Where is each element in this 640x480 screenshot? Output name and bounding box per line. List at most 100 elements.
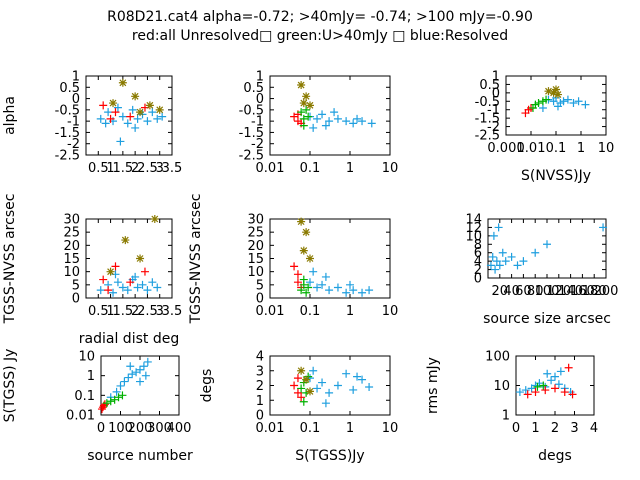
panel8-ytick-label-3: 3 [256, 364, 264, 379]
panel1-point-blue-10 [148, 108, 157, 117]
panel3-xtick-label-1: 0.01 [517, 141, 546, 156]
panel4-point-blue-10 [148, 278, 157, 287]
panel4-point-red-2 [126, 278, 135, 287]
panel4-point-blue-2 [109, 288, 118, 297]
panel1-xtick-label-1: 1 [106, 161, 114, 176]
panel7-point-blue-3 [120, 377, 129, 386]
panel4-point-olive-1 [150, 215, 159, 223]
panel1-point-red-2 [126, 112, 135, 121]
panel2-frame [269, 75, 391, 156]
panel1-ytick-label-7: -2.5 [55, 149, 80, 164]
panel7-ytick-label-2: 0.1 [74, 389, 95, 404]
panel9-point-red-3 [551, 384, 559, 393]
panel3-point-blue-7 [574, 97, 583, 106]
panel9-ytick-label-0: 100 [485, 350, 510, 365]
panel2-point-olive-3 [299, 99, 308, 108]
panel7-point-blue-8 [139, 362, 148, 371]
panel5-ytick-label-6: 30 [247, 213, 264, 228]
panel4-xtick-label-3: 2 [131, 304, 139, 319]
panel2-ytick-label-7: -2.5 [239, 149, 264, 164]
panel7-xtick-label-1: 100 [108, 421, 133, 436]
panel6-xlabel: source size arcsec [483, 311, 611, 327]
panel9-xtick-label-3: 3 [570, 421, 578, 436]
panel3-point-olive-1 [549, 88, 558, 97]
panel2-ytick-label-5: -1.5 [239, 126, 264, 141]
panel1-ytick-label-4: -1 [67, 115, 80, 130]
panel5-point-green-3 [304, 283, 313, 292]
panel3-xtick-label-3: 1 [577, 141, 585, 156]
panel3-point-olive-2 [552, 85, 560, 94]
panel1-ytick-label-1: 0.5 [59, 81, 80, 96]
panel4-xtick-label-5: 3 [156, 304, 164, 319]
panel7-xtick-label-0: 0 [97, 421, 105, 436]
panel5-point-olive-2 [306, 254, 314, 263]
panel5-xtick-label-2: 1 [346, 304, 354, 319]
panel6-xtick-label-3: 80 [527, 284, 544, 299]
panel2-ytick-label-2: 0 [256, 92, 264, 107]
panel6-point-blue-6 [501, 257, 510, 266]
panel5-ytick-label-2: 10 [247, 265, 264, 280]
panel1-xtick-label-5: 3 [156, 161, 164, 176]
panel5-ytick-label-3: 15 [247, 252, 264, 267]
panel3-xtick-label-4: 10 [598, 141, 615, 156]
panel1-point-red-4 [106, 114, 115, 123]
panel1-point-blue-9 [143, 117, 152, 126]
panel6-xtick-label-8: 180 [582, 284, 607, 299]
panel8-point-blue-7 [358, 375, 367, 384]
panel2-point-blue-2 [318, 110, 327, 119]
panel2-point-olive-0 [297, 81, 306, 90]
panel2-xtick-label-2: 1 [346, 161, 354, 176]
panel6-ytick-label-6: 12 [465, 221, 482, 236]
panel6-ytick-label-3: 6 [474, 246, 482, 261]
panel6-xtick-label-1: 40 [503, 284, 520, 299]
panel3-ytick-label-5: -1.5 [475, 112, 500, 127]
panel2-point-blue-4 [333, 114, 342, 123]
panel5-point-blue-11 [346, 280, 354, 289]
panel9-xtick-label-4: 4 [590, 421, 598, 436]
panel8-point-blue-11 [353, 372, 362, 381]
panel6-point-blue-12 [489, 231, 498, 240]
panel2-ytick-label-1: 0.5 [243, 81, 264, 96]
panel2-point-blue-10 [321, 121, 330, 130]
panel1-point-olive-4 [109, 99, 118, 108]
panel3-point-blue-6 [569, 98, 578, 107]
panel1-ytick-label-3: -0.5 [55, 103, 80, 118]
panel2-xtick-label-3: 10 [382, 161, 399, 176]
panel5-point-blue-8 [365, 286, 374, 295]
panel9-point-red-4 [560, 388, 569, 397]
panel2-ytick-label-4: -1 [251, 115, 264, 130]
panel2-point-blue-12 [353, 114, 362, 123]
panel1-point-blue-13 [158, 112, 167, 121]
panel1-point-red-1 [111, 108, 120, 117]
panel9-xtick-label-2: 2 [551, 421, 559, 436]
panel2-point-green-1 [299, 114, 308, 123]
panel3-point-green-2 [534, 98, 543, 107]
panel6-point-blue-11 [543, 240, 551, 249]
panel1-point-blue-0 [96, 114, 105, 123]
panel3-ytick-label-1: 0.5 [479, 78, 500, 93]
panel4-ytick-label-4: 20 [63, 239, 80, 254]
panel1-point-blue-5 [123, 119, 132, 128]
panel1-point-blue-14 [101, 119, 110, 128]
panel1-point-olive-3 [155, 105, 164, 114]
panel6-point-blue-0 [486, 261, 495, 270]
panel8-point-blue-8 [365, 382, 374, 391]
panel4-point-blue-7 [133, 283, 142, 292]
panel2-point-blue-1 [313, 114, 322, 123]
panel6-point-blue-4 [495, 261, 504, 270]
panel4-xtick-label-6: 3.5 [162, 304, 183, 319]
panel5-point-blue-3 [325, 286, 334, 295]
panel7-point-green-0 [102, 399, 111, 408]
panel8-point-blue-9 [321, 399, 330, 408]
panel8-point-red-3 [297, 393, 306, 402]
panel4-point-red-4 [104, 286, 113, 295]
panel2-point-blue-11 [309, 123, 318, 132]
panel8-ytick-label-4: 4 [256, 350, 264, 365]
panel3-point-olive-0 [544, 87, 553, 96]
panel1-point-olive-0 [118, 78, 127, 87]
panel3-point-blue-8 [581, 100, 590, 109]
panel2-ytick-label-6: -2 [251, 137, 264, 152]
panel5-ytick-label-5: 25 [247, 226, 264, 241]
panel2-point-blue-5 [342, 117, 351, 126]
panel4-point-blue-5 [123, 286, 132, 295]
